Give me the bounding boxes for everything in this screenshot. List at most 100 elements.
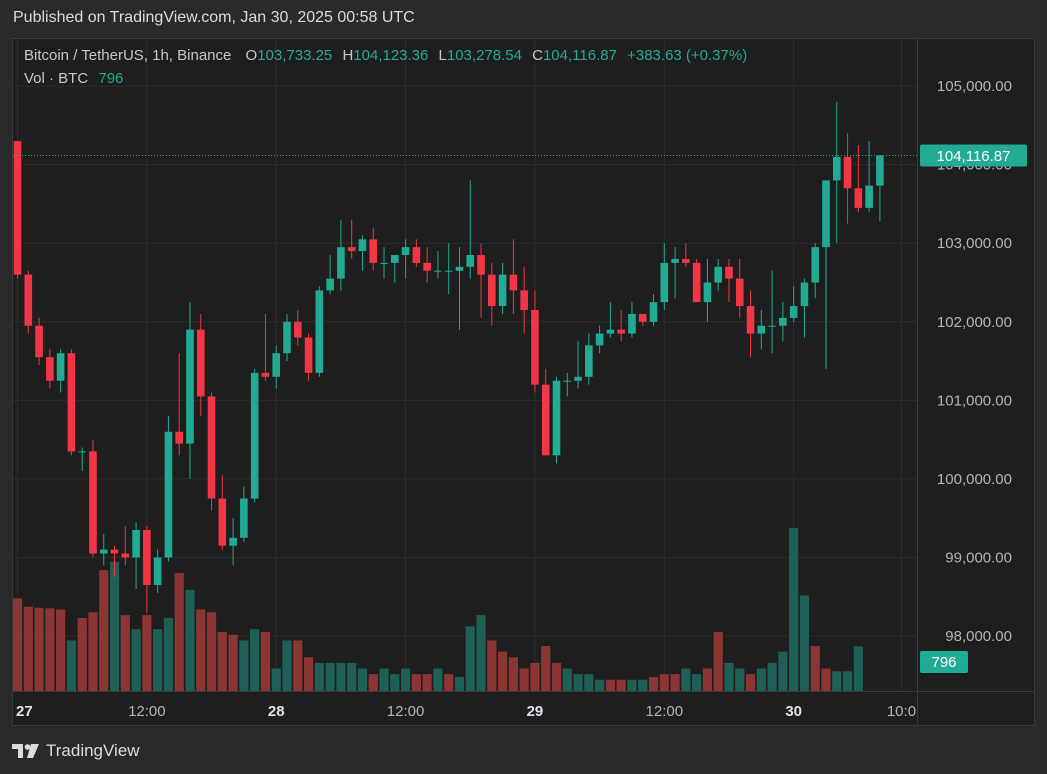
- candle-body[interactable]: [35, 325, 43, 358]
- candle-body[interactable]: [649, 302, 658, 322]
- candle-body[interactable]: [380, 262, 388, 264]
- candle-body[interactable]: [757, 325, 766, 334]
- candle-body[interactable]: [401, 247, 410, 256]
- brand[interactable]: TradingView: [12, 741, 140, 761]
- candle-body[interactable]: [283, 321, 291, 354]
- candle-body[interactable]: [617, 329, 625, 334]
- volume-bar: [390, 674, 400, 691]
- volume-bar: [196, 609, 206, 691]
- candle-body[interactable]: [498, 274, 507, 307]
- candle-body[interactable]: [218, 498, 227, 546]
- candle-body[interactable]: [865, 185, 873, 208]
- candle-body[interactable]: [13, 141, 22, 275]
- candle-body[interactable]: [477, 255, 485, 275]
- candle-body[interactable]: [89, 451, 97, 554]
- candle-body[interactable]: [768, 325, 776, 327]
- candle-body[interactable]: [735, 278, 744, 307]
- time-tick-label: 28: [268, 703, 285, 720]
- candle-body[interactable]: [682, 258, 690, 263]
- candle-body[interactable]: [337, 247, 345, 279]
- volume-bar: [314, 662, 324, 691]
- candle-body[interactable]: [304, 337, 313, 373]
- candle-body[interactable]: [207, 396, 216, 499]
- candle-body[interactable]: [800, 282, 809, 307]
- candle-body[interactable]: [509, 274, 518, 291]
- candle-body[interactable]: [843, 156, 852, 189]
- candle-body[interactable]: [876, 155, 884, 186]
- candle-body[interactable]: [110, 549, 119, 554]
- candle-body[interactable]: [832, 156, 841, 181]
- candle-body[interactable]: [56, 353, 65, 381]
- candlestick-chart[interactable]: 105,000.00104,000.00103,000.00102,000.00…: [13, 39, 1034, 725]
- candle-body[interactable]: [520, 290, 528, 311]
- candle-body[interactable]: [293, 321, 302, 338]
- candle-body[interactable]: [574, 376, 582, 381]
- candle-body[interactable]: [143, 529, 151, 585]
- candle-body[interactable]: [358, 239, 367, 252]
- candle-body[interactable]: [347, 247, 356, 252]
- candle-body[interactable]: [46, 357, 54, 381]
- volume-label[interactable]: Vol · BTC: [24, 70, 89, 87]
- candle-body[interactable]: [660, 262, 669, 303]
- last-price-tag: [920, 144, 1027, 167]
- volume-bar: [616, 679, 626, 691]
- candle-body[interactable]: [638, 313, 647, 322]
- candle-body[interactable]: [692, 262, 701, 303]
- candle-body[interactable]: [466, 255, 475, 267]
- candle-body[interactable]: [811, 247, 820, 283]
- candle-body[interactable]: [121, 553, 130, 558]
- volume-bar: [627, 679, 637, 691]
- candle-body[interactable]: [455, 266, 464, 271]
- candle-body[interactable]: [488, 274, 496, 307]
- candle-body[interactable]: [196, 329, 205, 397]
- high-value: 104,123.36: [353, 47, 429, 64]
- candle-body[interactable]: [746, 306, 755, 334]
- candle-body[interactable]: [164, 431, 173, 558]
- candle-body[interactable]: [563, 380, 572, 382]
- candle-body[interactable]: [423, 262, 431, 271]
- volume-bar: [454, 676, 465, 691]
- candle-body[interactable]: [854, 188, 863, 208]
- candle-body[interactable]: [606, 329, 615, 334]
- candle-body[interactable]: [703, 282, 712, 303]
- volume-bar: [411, 674, 421, 691]
- candle-body[interactable]: [434, 270, 442, 272]
- candle-body[interactable]: [132, 529, 140, 558]
- volume-bar: [713, 631, 723, 691]
- candle-body[interactable]: [67, 353, 76, 452]
- candle-body[interactable]: [585, 345, 593, 377]
- time-tick-label: 12:00: [387, 703, 425, 720]
- candle-body[interactable]: [628, 313, 636, 334]
- candle-body[interactable]: [153, 557, 162, 585]
- candle-body[interactable]: [541, 384, 550, 456]
- candle-body[interactable]: [272, 353, 281, 377]
- candle-body[interactable]: [326, 278, 334, 291]
- candle-body[interactable]: [671, 258, 679, 263]
- candle-body[interactable]: [789, 306, 798, 318]
- candle-body[interactable]: [779, 317, 787, 326]
- candle-body[interactable]: [250, 372, 259, 499]
- candle-body[interactable]: [24, 274, 33, 326]
- candle-body[interactable]: [725, 266, 733, 279]
- candle-body[interactable]: [412, 247, 421, 263]
- symbol-title[interactable]: Bitcoin / TetherUS, 1h, Binance: [24, 47, 232, 64]
- candle-body[interactable]: [552, 380, 561, 456]
- volume-bar: [562, 668, 572, 691]
- candle-body[interactable]: [531, 310, 539, 385]
- candle-body[interactable]: [78, 451, 86, 453]
- candle-body[interactable]: [315, 290, 324, 373]
- volume-bar: [487, 640, 497, 691]
- candle-body[interactable]: [229, 537, 237, 546]
- candle-body[interactable]: [822, 180, 830, 248]
- candle-body[interactable]: [99, 549, 108, 554]
- candle-body[interactable]: [391, 255, 399, 263]
- candle-body[interactable]: [240, 498, 248, 538]
- candle-body[interactable]: [714, 266, 722, 283]
- candle-body[interactable]: [186, 329, 194, 444]
- volume-bar: [23, 606, 33, 691]
- candle-body[interactable]: [369, 239, 378, 263]
- candle-body[interactable]: [175, 431, 183, 444]
- candle-body[interactable]: [261, 372, 270, 377]
- candle-body[interactable]: [444, 270, 453, 272]
- candle-body[interactable]: [595, 333, 604, 346]
